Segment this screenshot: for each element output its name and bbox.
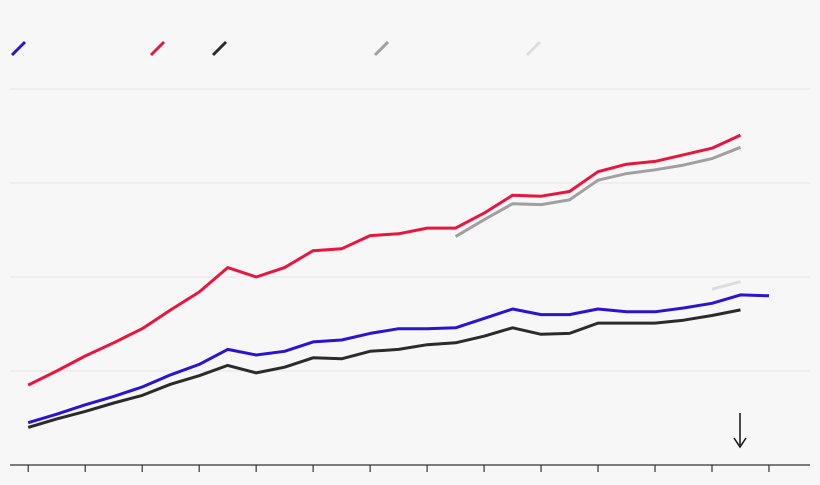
legend-swatch [373,40,390,57]
legend-swatch [149,40,166,57]
series-line [711,280,741,291]
plot [10,40,810,472]
series-line [27,293,770,425]
arrow-head [733,437,747,449]
series-line [27,133,742,387]
series-line [454,145,742,238]
legend-swatch [10,40,27,57]
legend-swatch [525,40,542,57]
series-line [27,308,741,429]
annotation-arrow [733,413,747,449]
legend-swatch [211,40,228,57]
